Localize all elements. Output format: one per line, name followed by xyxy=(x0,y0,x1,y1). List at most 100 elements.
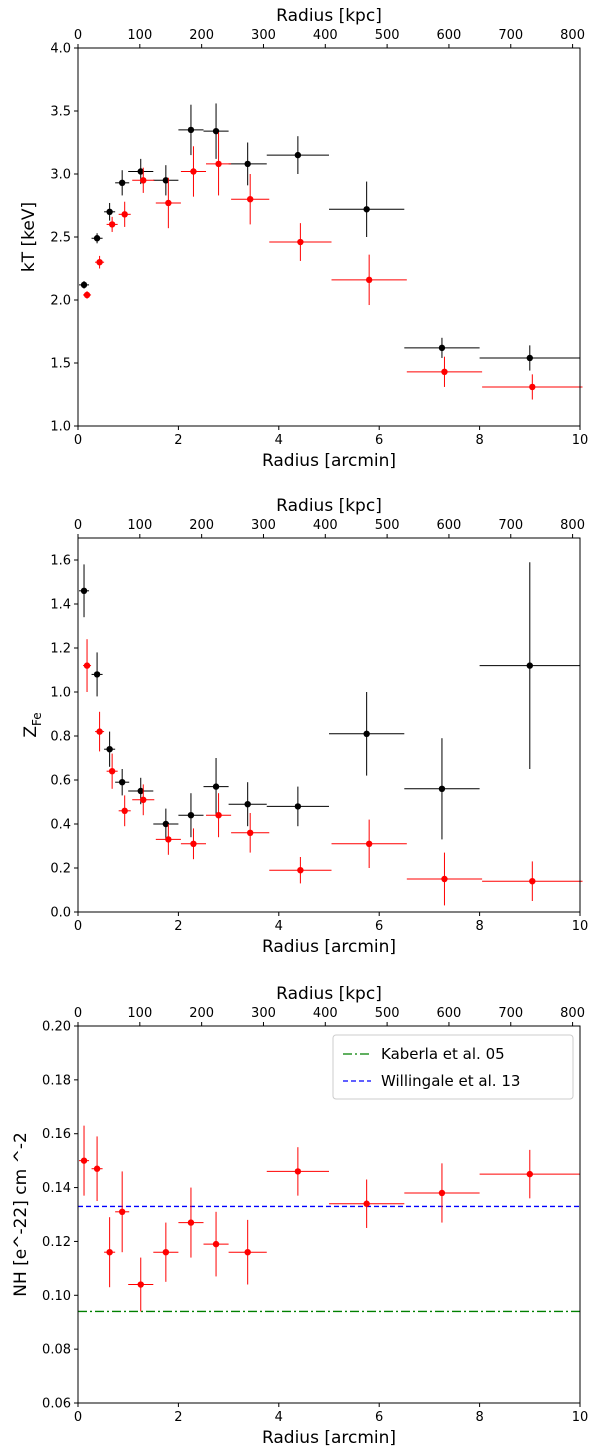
x2-tick-label: 700 xyxy=(498,1006,523,1021)
y-tick-label: 0.06 xyxy=(42,1397,71,1412)
data-point xyxy=(91,233,103,244)
x2-tick-label: 500 xyxy=(375,518,400,533)
data-point xyxy=(178,1187,204,1258)
plot-frame xyxy=(77,1025,581,1404)
data-point xyxy=(266,786,329,827)
legend-box xyxy=(332,1034,574,1100)
x2-tick-label: 400 xyxy=(313,1006,338,1021)
x2-axis-title: Radius [kpc] xyxy=(276,6,382,26)
data-point xyxy=(79,1125,90,1196)
data-marker xyxy=(162,1249,170,1256)
x2-tick-label: 0 xyxy=(74,1006,82,1021)
x2-tick-label: 100 xyxy=(127,28,152,43)
data-marker xyxy=(83,662,91,669)
data-point xyxy=(231,174,270,225)
panel-metallicity: 0 2 4 6 8 100 100 200 300 400 500 600 700 8000.00.20.… xyxy=(21,496,588,957)
y-tick-label: 0.20 xyxy=(42,1020,71,1035)
data-marker xyxy=(246,196,254,203)
x2-axis-title: Radius [kpc] xyxy=(276,984,382,1004)
y-tick-label: 3.5 xyxy=(50,105,71,120)
data-marker xyxy=(118,779,126,786)
data-marker xyxy=(441,368,448,376)
x-tick-label: 10 xyxy=(572,433,589,448)
data-marker xyxy=(190,168,197,175)
data-marker xyxy=(244,160,251,168)
data-point xyxy=(153,1222,179,1282)
data-marker xyxy=(118,179,126,187)
data-point xyxy=(106,216,118,232)
x2-tick-label: 100 xyxy=(127,518,152,533)
data-marker xyxy=(106,746,113,753)
data-marker xyxy=(118,1208,126,1216)
data-marker xyxy=(215,160,222,168)
data-marker xyxy=(187,812,195,819)
x-axis-title: Radius [arcmin] xyxy=(262,451,396,471)
data-point xyxy=(153,165,179,196)
data-point xyxy=(482,374,583,400)
plot-frame xyxy=(77,537,581,913)
x2-tick-label: 0 xyxy=(74,28,82,43)
x-tick-label: 4 xyxy=(275,1410,283,1425)
x-tick-label: 0 xyxy=(74,1410,82,1425)
x-tick-label: 10 xyxy=(572,919,589,934)
x2-axis-title: Radius [kpc] xyxy=(276,496,382,516)
y-axis-title: ZFe xyxy=(21,712,44,737)
y-tick-label: 4.0 xyxy=(50,42,71,57)
data-point xyxy=(266,136,329,174)
data-point xyxy=(203,103,229,159)
data-point xyxy=(180,828,207,860)
data-marker xyxy=(165,199,172,207)
data-point xyxy=(266,1147,329,1196)
data-marker xyxy=(190,840,197,847)
data-point xyxy=(203,758,229,816)
data-point xyxy=(331,254,407,306)
y-tick-label: 0.6 xyxy=(50,774,71,789)
data-marker xyxy=(140,177,147,184)
x-tick-label: 8 xyxy=(475,433,483,448)
x2-tick-label: 400 xyxy=(313,518,338,533)
data-marker xyxy=(294,151,302,159)
x-tick-label: 4 xyxy=(275,433,283,448)
data-marker xyxy=(121,807,128,814)
data-marker xyxy=(297,238,304,246)
data-marker xyxy=(187,1219,195,1226)
data-marker xyxy=(529,878,536,885)
data-point xyxy=(404,738,480,840)
data-point xyxy=(115,170,130,196)
y-tick-label: 0.8 xyxy=(50,730,71,745)
y-tick-label: 0.2 xyxy=(50,862,71,877)
x-tick-label: 6 xyxy=(375,1410,383,1425)
y-tick-label: 1.6 xyxy=(50,554,71,569)
x2-tick-label: 800 xyxy=(560,28,585,43)
data-marker xyxy=(212,1240,220,1248)
data-point xyxy=(269,223,332,261)
data-marker xyxy=(165,836,172,843)
data-marker xyxy=(137,168,144,175)
x2-tick-label: 600 xyxy=(437,518,462,533)
y-tick-label: 0.4 xyxy=(50,818,71,833)
data-marker xyxy=(162,177,170,184)
y-tick-label: 1.4 xyxy=(50,598,71,613)
data-marker xyxy=(108,768,116,775)
data-point xyxy=(329,1179,405,1228)
x2-tick-label: 300 xyxy=(251,518,276,533)
y-tick-label: 0.0 xyxy=(50,906,71,921)
x-tick-label: 10 xyxy=(572,1410,589,1425)
y-tick-label: 0.16 xyxy=(42,1127,71,1142)
x-axis-title: Radius [arcmin] xyxy=(262,1428,396,1448)
data-point xyxy=(104,1217,116,1288)
data-marker xyxy=(83,291,91,299)
data-marker xyxy=(93,1165,101,1172)
data-marker xyxy=(187,126,195,134)
data-point xyxy=(180,146,207,197)
data-marker xyxy=(108,221,116,228)
data-point xyxy=(104,202,116,221)
y-axis-title-sub: Fe xyxy=(30,712,44,726)
data-marker xyxy=(80,281,88,289)
data-point xyxy=(91,1136,103,1202)
data-marker xyxy=(363,1200,370,1207)
x2-tick-label: 200 xyxy=(189,28,214,43)
y-tick-label: 1.0 xyxy=(50,420,71,435)
data-point xyxy=(132,784,155,816)
data-point xyxy=(228,782,267,827)
